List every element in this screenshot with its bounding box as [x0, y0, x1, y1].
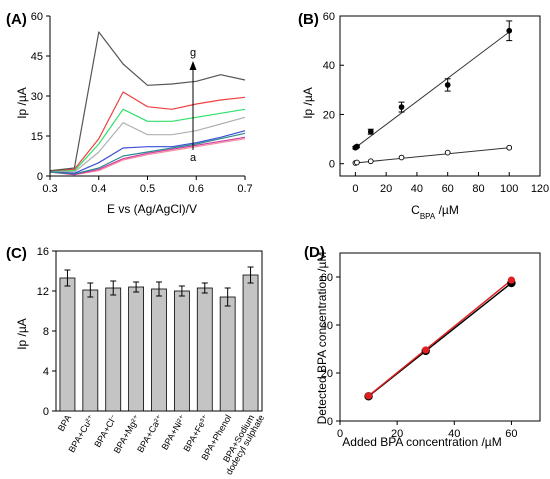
- bar: [173, 290, 190, 412]
- y-tick-label: 12: [37, 286, 49, 298]
- x-tick-label: 40: [411, 183, 423, 195]
- y-tick-label: 30: [31, 91, 43, 103]
- data-point: [354, 159, 360, 166]
- y-tick-label: 15: [31, 131, 43, 143]
- data-point: [506, 144, 513, 151]
- series-line-3: [49, 130, 246, 174]
- y-tick-label: 0: [327, 416, 333, 428]
- x-tick-label: 0.3: [42, 183, 57, 195]
- series-line-7: [49, 31, 246, 172]
- arrow-head: [189, 61, 197, 70]
- bar: [242, 274, 259, 412]
- curve-a-label: a: [190, 152, 197, 164]
- x-tick-label: 20: [380, 183, 392, 195]
- panel-b-label: (B): [298, 11, 319, 28]
- bar: [128, 286, 145, 412]
- panel-a-label: (A): [6, 11, 27, 28]
- series-line-4: [49, 116, 246, 173]
- y-tick-label: 45: [31, 51, 43, 63]
- plot-frame: [339, 15, 541, 177]
- panel-c: (C) Ip /µA BPABPA+Cu²⁺BPA+Cl⁻BPA+Mg²⁺BPA…: [6, 245, 266, 477]
- bar: [59, 277, 76, 412]
- panel-c-label: (C): [6, 245, 27, 262]
- panel-d: (D) Detected BPA concentration /µM Added…: [304, 244, 541, 449]
- data-point: [506, 27, 513, 34]
- x-tick-label: 0.5: [140, 183, 155, 195]
- panel-c-ylabel: Ip /µA: [15, 318, 29, 350]
- data-point: [367, 158, 374, 165]
- x-tick-label: 60: [442, 183, 454, 195]
- y-tick-label: 60: [321, 272, 333, 284]
- y-tick-label: 40: [321, 320, 333, 332]
- bar: [105, 287, 122, 412]
- y-tick-label: 60: [323, 11, 335, 23]
- y-tick-label: 0: [37, 171, 43, 183]
- panel-b: (B) Ip /µA CBPA /µM 0 20 40 60 80 100 120 0 20 40…: [298, 11, 549, 221]
- bar: [151, 288, 167, 412]
- y-tick-label: 40: [323, 60, 335, 72]
- curve-g-label: g: [190, 47, 196, 59]
- bar: [219, 296, 236, 412]
- panel-b-xlabel: CBPA /µM: [411, 203, 459, 221]
- y-tick-label: 4: [43, 366, 49, 378]
- data-point: [444, 82, 451, 88]
- series-line-5: [50, 108, 246, 172]
- panel-d-ylabel: Detected BPA concentration /µM: [315, 252, 329, 425]
- x-tick-label: 120: [531, 183, 549, 195]
- x-tick-label: 80: [472, 183, 484, 195]
- panel-b-ylabel: Ip /µA: [301, 87, 315, 119]
- y-tick-label: 0: [43, 406, 49, 418]
- data-point: [364, 392, 373, 400]
- data-point: [398, 154, 405, 161]
- y-tick-label: 16: [37, 246, 49, 258]
- plot-frame: [339, 252, 541, 422]
- x-tick-label: 0.4: [91, 183, 106, 195]
- y-tick-label: 20: [321, 368, 333, 380]
- y-tick-label: 0: [329, 159, 335, 171]
- x-tick-label: 60: [505, 428, 517, 440]
- bar: [196, 287, 213, 412]
- panel-a-ylabel: Ip /µA: [15, 87, 29, 119]
- x-tick-label: 0.7: [237, 183, 252, 195]
- y-tick-label: 60: [31, 11, 43, 23]
- data-point: [444, 149, 451, 156]
- panel-a: (A) Ip /µA E vs (Ag/AgCl)/V g a 0.3 0.4 0.…: [6, 11, 253, 216]
- panel-d-xlabel: Added BPA concentration /µM: [342, 435, 501, 449]
- panel-d-label: (D): [304, 244, 325, 261]
- x-tick-label: 0: [352, 183, 358, 195]
- x-tick-label: 0.6: [189, 183, 204, 195]
- category-label: BPA: [56, 413, 73, 433]
- fit-line-1: [355, 147, 510, 164]
- panel-a-xlabel: E vs (Ag/AgCl)/V: [107, 202, 197, 216]
- series-line-2: [49, 132, 246, 175]
- x-tick-label: 20: [391, 428, 403, 440]
- data-point: [507, 276, 516, 284]
- x-tick-label: 100: [500, 183, 518, 195]
- data-point: [367, 128, 374, 135]
- data-point: [354, 143, 360, 150]
- y-tick-label: 8: [43, 326, 49, 338]
- x-tick-label: 0: [337, 428, 343, 440]
- x-tick-label: 40: [448, 428, 460, 440]
- bar: [82, 289, 99, 412]
- data-point: [422, 346, 430, 354]
- data-point: [398, 104, 405, 110]
- series-line-6: [49, 91, 246, 172]
- series-line-1: [49, 136, 246, 176]
- y-tick-label: 20: [323, 109, 335, 121]
- fit-line-1: [368, 279, 512, 397]
- fit-line-0: [355, 31, 510, 149]
